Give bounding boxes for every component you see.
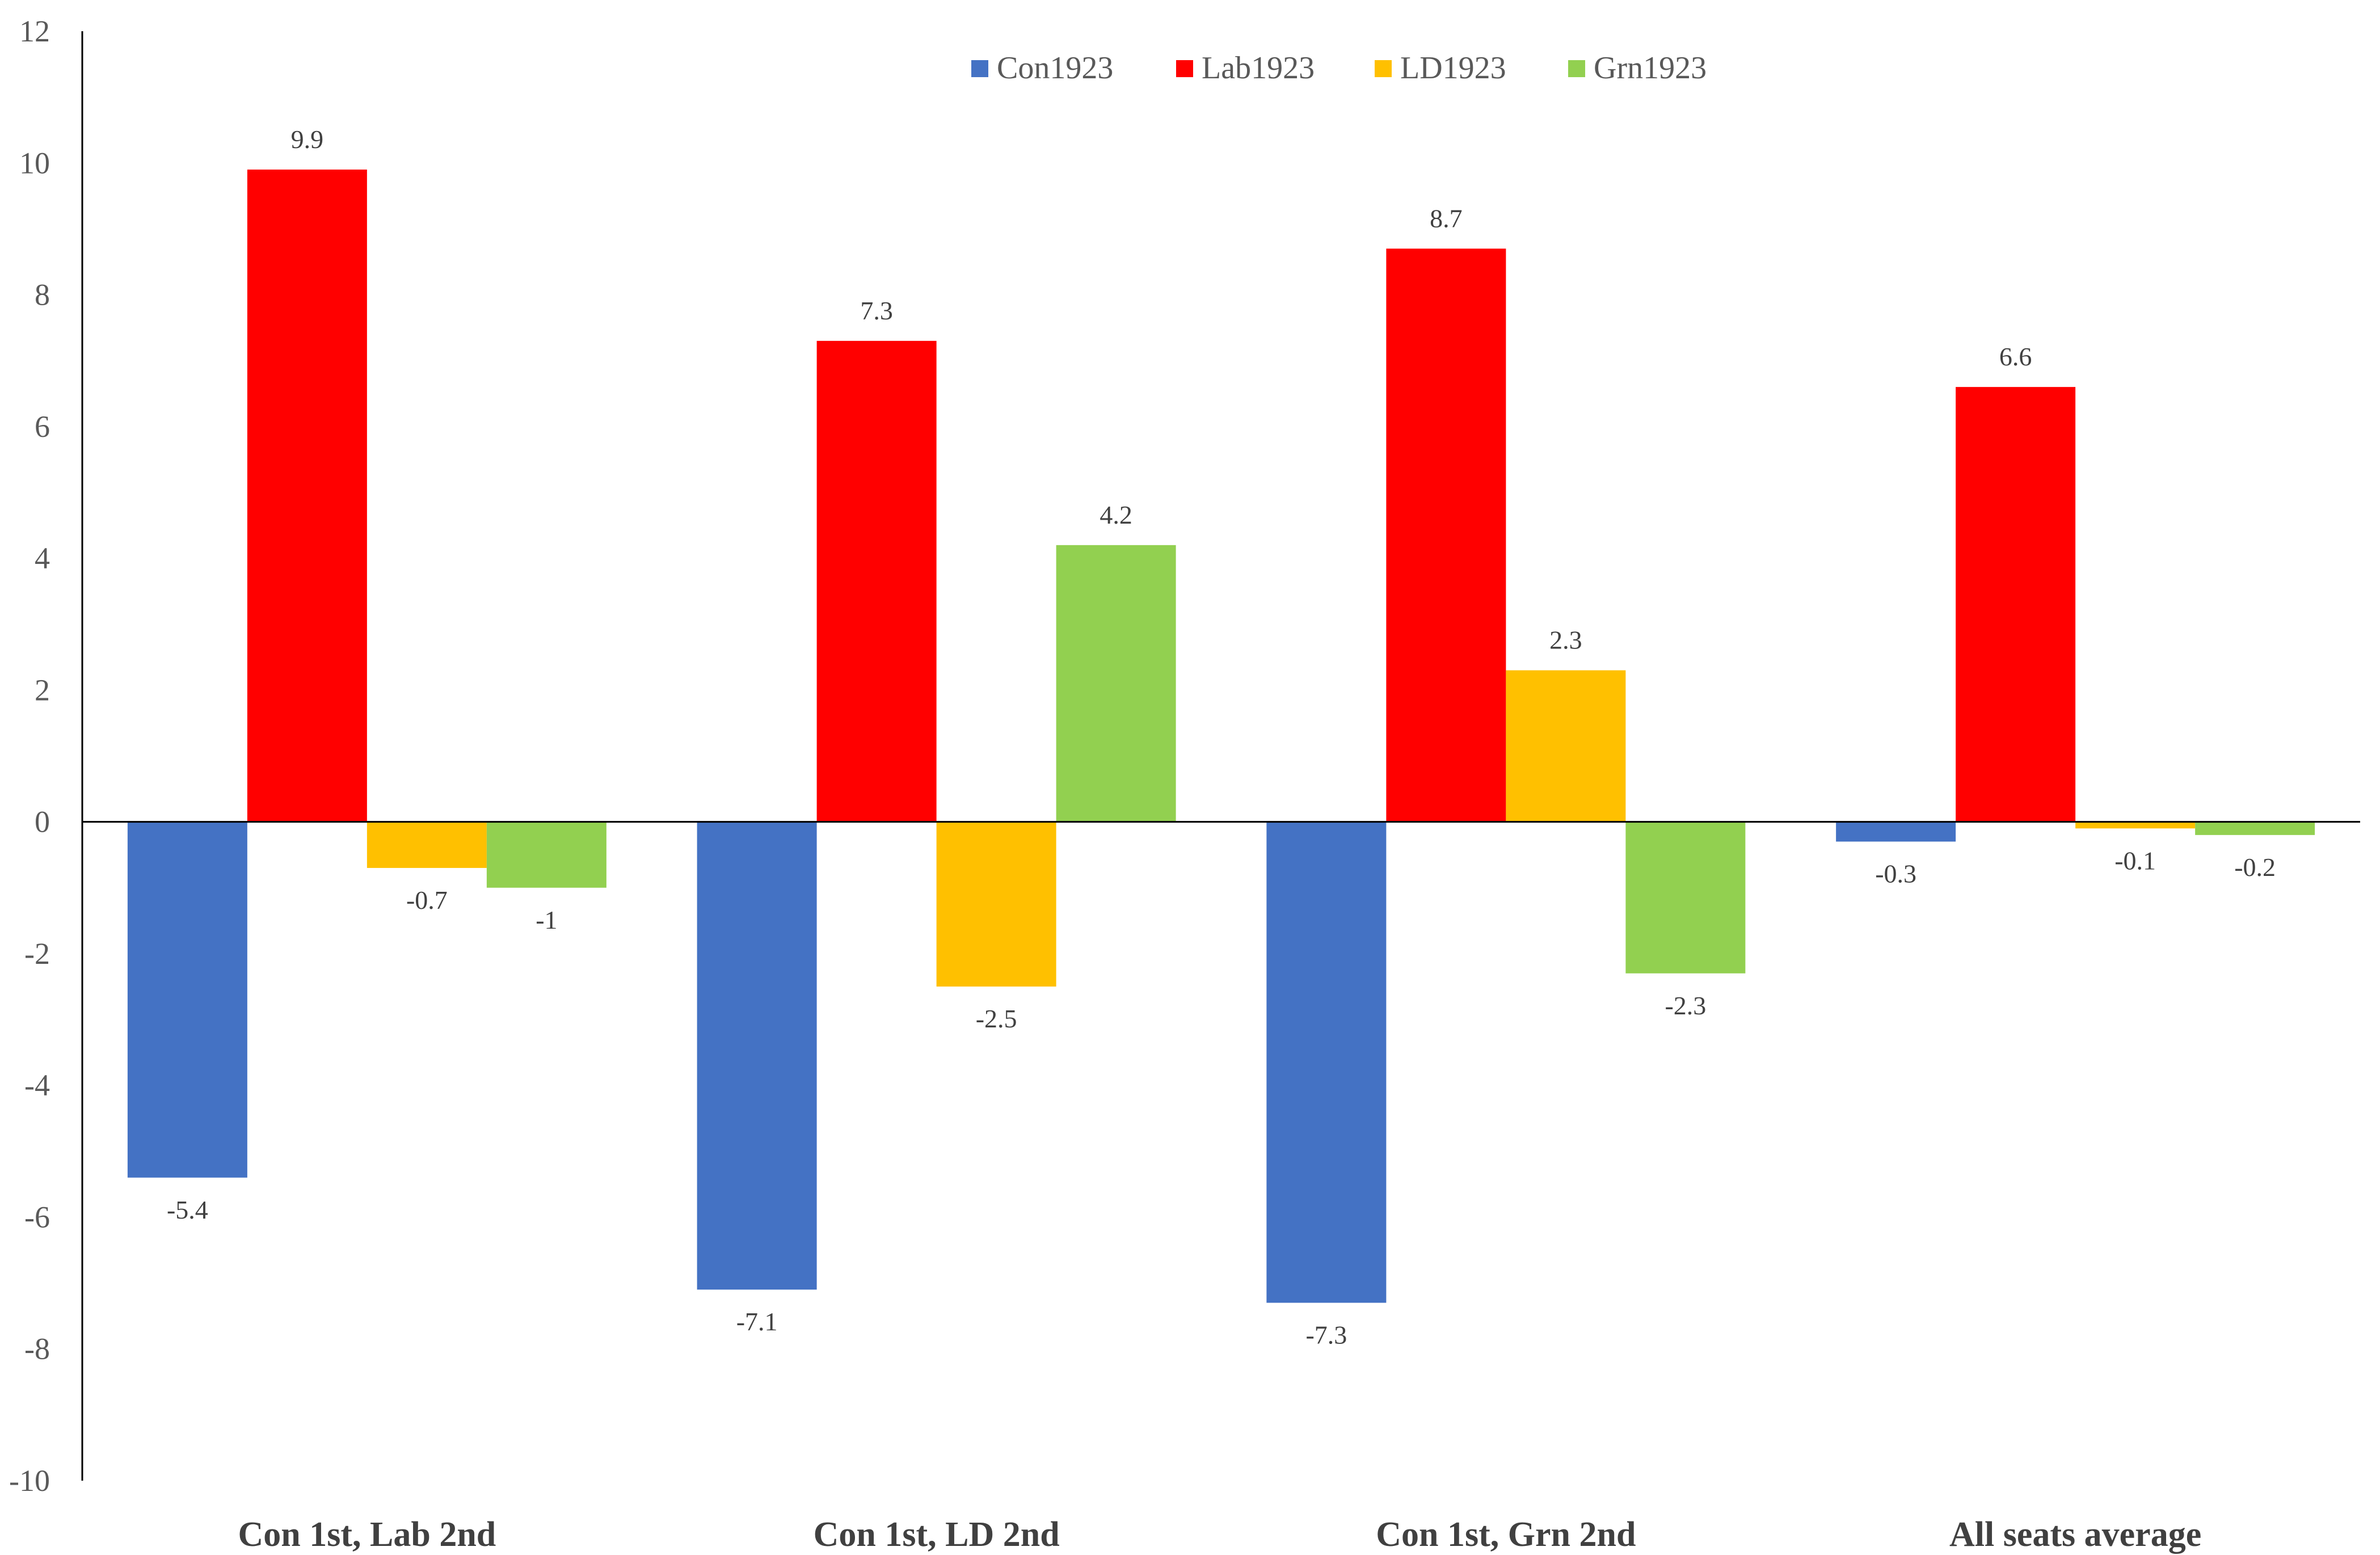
data-label: -7.3 [1305, 1320, 1347, 1349]
category-label: Con 1st, Grn 2nd [1376, 1515, 1636, 1554]
category-label: Con 1st, LD 2nd [814, 1515, 1060, 1554]
data-label: 9.9 [291, 125, 324, 154]
bar-con1923 [1266, 821, 1387, 1303]
data-label: -2.3 [1665, 991, 1706, 1020]
bar-lab1923 [247, 169, 367, 822]
y-tick-label: 0 [35, 805, 50, 839]
bar-ld1923 [936, 821, 1056, 987]
axes [81, 31, 2360, 1481]
legend-label: Grn1923 [1594, 50, 1707, 86]
y-tick-label: 4 [35, 541, 50, 575]
y-tick-label: -2 [24, 937, 50, 971]
data-label: 7.3 [860, 296, 893, 325]
legend: Con1923 Lab1923 LD1923 Grn1923 [971, 50, 1707, 86]
bar-con1923 [1836, 821, 1956, 842]
data-labels: -5.4 9.9 -0.7 -1 -7.1 7.3 -2.5 4.2 -7.3 8.7 2.3 -2.… [167, 125, 2276, 1350]
data-label: -0.7 [406, 886, 448, 915]
y-tick-label: 8 [35, 278, 50, 312]
y-tick-label: 12 [19, 14, 50, 48]
data-label: -2.5 [976, 1004, 1017, 1033]
data-label: -0.2 [2234, 853, 2276, 882]
legend-swatch-con1923 [971, 60, 988, 77]
data-label: -0.1 [2114, 846, 2156, 875]
data-label: -5.4 [167, 1195, 208, 1224]
category-label: Con 1st, Lab 2nd [238, 1515, 496, 1554]
category-labels: Con 1st, Lab 2nd Con 1st, LD 2nd Con 1st, … [238, 1515, 2201, 1554]
bar-grn1923 [486, 821, 606, 888]
category-label: All seats average [1949, 1515, 2201, 1554]
bar-ld1923 [2075, 821, 2196, 829]
y-tick-label: -4 [24, 1068, 50, 1102]
bar-ld1923 [367, 821, 487, 868]
bar-lab1923 [816, 340, 937, 822]
y-tick-label: -8 [24, 1332, 50, 1366]
y-tick-label: -6 [24, 1200, 50, 1234]
bar-grn1923 [1625, 821, 1746, 974]
y-tick-label: 10 [19, 146, 50, 180]
legend-label: Con1923 [997, 50, 1113, 86]
data-label: -7.1 [736, 1307, 778, 1336]
data-label: -0.3 [1875, 859, 1916, 888]
data-label: 2.3 [1549, 626, 1582, 655]
bar-grn1923 [1056, 545, 1176, 822]
y-tick-label: 2 [35, 673, 50, 707]
legend-swatch-ld1923 [1375, 60, 1392, 77]
bars [127, 169, 2315, 1303]
data-label: 4.2 [1100, 500, 1132, 529]
data-label: 6.6 [1999, 342, 2032, 371]
bar-grn1923 [2195, 821, 2315, 835]
bar-lab1923 [1386, 248, 1506, 822]
bar-lab1923 [1956, 387, 2076, 822]
y-tick-label: -10 [9, 1464, 50, 1498]
bar-ld1923 [1506, 670, 1626, 822]
data-label: 8.7 [1430, 204, 1463, 233]
bar-con1923 [697, 821, 817, 1290]
y-axis-ticks: 12 10 8 6 4 2 0 -2 -4 -6 -8 -10 [9, 14, 50, 1498]
bar-con1923 [127, 821, 247, 1178]
data-label: -1 [536, 905, 557, 934]
legend-label: Lab1923 [1202, 50, 1315, 86]
legend-swatch-grn1923 [1568, 60, 1585, 77]
y-tick-label: 6 [35, 410, 50, 444]
legend-label: LD1923 [1400, 50, 1506, 86]
legend-swatch-lab1923 [1176, 60, 1193, 77]
